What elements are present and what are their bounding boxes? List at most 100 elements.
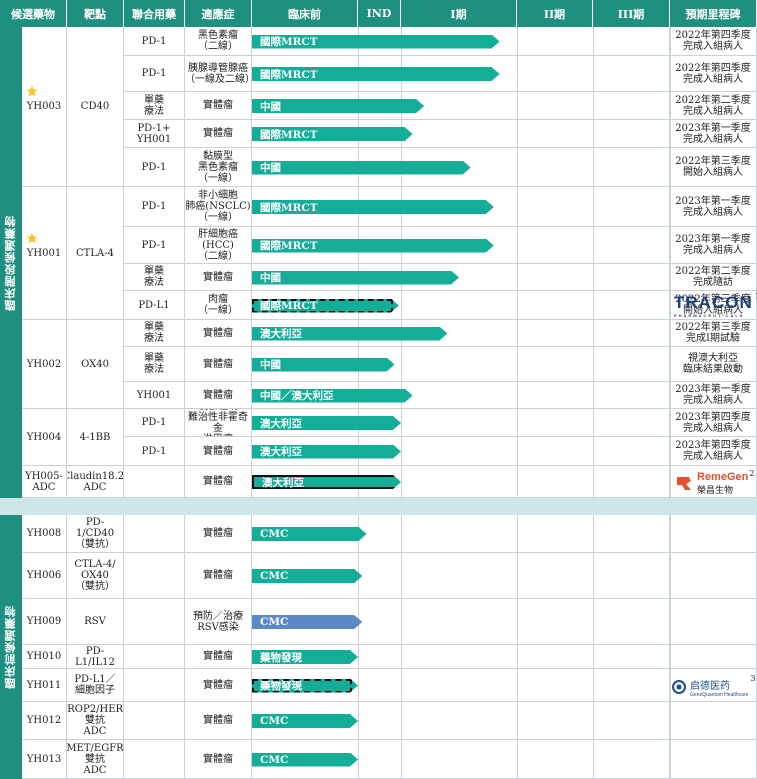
drug-name: YH004	[22, 409, 67, 466]
header-2: 聯合用藥	[124, 0, 185, 27]
partner-logo-genequantum: 启德医药 GeneQuantum Healthcare 3	[671, 674, 757, 700]
indication-cell: 實體瘤	[185, 515, 252, 553]
target-name: RSV	[67, 599, 124, 645]
combination-cell: 單藥 療法	[124, 347, 185, 382]
indication-cell: 實體瘤	[185, 466, 252, 498]
combination-cell	[124, 702, 185, 740]
stage-gridline	[593, 27, 594, 498]
milestone-cell	[670, 740, 757, 779]
section-label-clinical: 臨床階段候選藥物	[0, 27, 22, 498]
indication-cell: 實體瘤	[185, 264, 252, 291]
combination-cell	[124, 515, 185, 553]
milestone-cell: 2023年第一季度 完成入組病人	[670, 120, 757, 148]
combination-cell	[124, 669, 185, 702]
indication-cell: 黏膜型 黑色素瘤 （一線）	[185, 148, 252, 187]
stage-gridline	[670, 515, 671, 779]
stage-gridline	[358, 27, 359, 498]
target-name: PD-L1/IL12	[67, 645, 124, 669]
stage-cell	[252, 227, 670, 264]
drug-name: YH005- ADC	[22, 466, 67, 498]
drug-name: YH008	[22, 515, 67, 553]
stage-cell	[252, 515, 670, 553]
target-name: PD-1/CD40 （雙抗）	[67, 515, 124, 553]
stage-gridline	[593, 515, 594, 779]
combination-cell	[124, 645, 185, 669]
combination-cell: 單藥 療法	[124, 92, 185, 120]
stage-cell	[252, 409, 670, 437]
milestone-cell: 2022年第二季度 完成隨訪	[670, 264, 757, 291]
target-name: MET/EGFR 雙抗 ADC	[67, 740, 124, 779]
combination-cell: PD-1	[124, 187, 185, 227]
milestone-cell: 視澳大利亞 臨床結果啟動	[670, 347, 757, 382]
milestone-cell: 2023年第四季度 完成入組病人	[670, 437, 757, 466]
pipeline-bar: CMC	[252, 569, 362, 583]
combination-cell	[124, 599, 185, 645]
partner-name: RemeGen	[697, 470, 749, 483]
pipeline-bar: 國際MRCT	[252, 239, 494, 253]
pipeline-bar: 中國	[252, 271, 459, 285]
pipeline-bar: CMC	[252, 714, 358, 728]
genequantum-logo-icon	[672, 680, 686, 694]
header-7: II期	[517, 0, 593, 27]
pipeline-bar: 國際MRCT	[252, 67, 500, 81]
combination-cell: 單藥 療法	[124, 264, 185, 291]
pipeline-bar: CMC	[252, 753, 358, 767]
section-separator	[0, 498, 757, 515]
pipeline-bar: 國際MRCT	[252, 35, 500, 49]
combination-cell	[124, 740, 185, 779]
stage-cell	[252, 148, 670, 187]
target-name: PD-L1／ 細胞因子	[67, 669, 124, 702]
pipeline-bar: 澳大利亞	[252, 475, 401, 489]
indication-cell: 實體瘤	[185, 92, 252, 120]
partner-sub: GeneQuantum Healthcare	[690, 691, 749, 698]
indication-cell: 非小細胞 肺癌(NSCLC) （一線）	[185, 187, 252, 227]
pipeline-bar: 國際MRCT	[252, 127, 413, 141]
stage-gridline	[401, 515, 402, 779]
pipeline-bar: 澳大利亞	[252, 445, 401, 459]
stage-cell	[252, 382, 670, 409]
drug-name: YH002	[22, 320, 67, 409]
drug-name: YH013	[22, 740, 67, 779]
indication-cell: 黑色素瘤 （二線）	[185, 27, 252, 56]
partner-sub: PHARMACEUTICALS	[674, 312, 745, 318]
drug-name: YH006	[22, 553, 67, 599]
milestone-cell: 2023年第一季度 完成入組病人	[670, 227, 757, 264]
indication-cell: 預防／治療 RSV感染	[185, 599, 252, 645]
milestone-cell	[670, 645, 757, 669]
partner-name: 启德医药	[690, 680, 730, 692]
milestone-cell	[670, 599, 757, 645]
indication-cell: 實體瘤	[185, 645, 252, 669]
pipeline-bar: CMC	[252, 615, 362, 629]
pipeline-bar: 中國／澳大利亞	[252, 389, 413, 403]
combination-cell: PD-1	[124, 148, 185, 187]
header-5: IND	[358, 0, 401, 27]
stage-cell	[252, 120, 670, 148]
stage-gridline	[401, 27, 402, 498]
indication-cell: 肝細胞癌 (HCC) （二線）	[185, 227, 252, 264]
combination-cell: PD-1	[124, 437, 185, 466]
stage-cell	[252, 553, 670, 599]
milestone-cell: 2022年第三季度 開始入組病人	[670, 148, 757, 187]
combination-cell: 單藥 療法	[124, 320, 185, 347]
header-1: 靶點	[67, 0, 124, 27]
pipeline-bar: 澳大利亞	[252, 327, 447, 341]
pipeline-bar: 中國	[252, 99, 424, 113]
target-name: OX40	[67, 320, 124, 409]
combination-cell: PD-1	[124, 409, 185, 437]
stage-cell	[252, 669, 670, 702]
indication-cell: 實體瘤	[185, 382, 252, 409]
pipeline-bar: 澳大利亞	[252, 416, 401, 430]
stage-cell	[252, 645, 670, 669]
milestone-cell: 2022年第四季度 完成入組病人	[670, 27, 757, 56]
indication-cell: 肉瘤 （一線）	[185, 291, 252, 320]
indication-cell: 實體瘤	[185, 553, 252, 599]
section-label-preclinical: 臨床前候選藥物	[0, 515, 22, 779]
partner-sub: 榮昌生物	[697, 484, 734, 495]
milestone-cell	[670, 553, 757, 599]
partner-name: TRACON	[674, 292, 753, 312]
footnote-marker: 2	[749, 469, 755, 478]
header-6: I期	[401, 0, 517, 27]
star-icon	[26, 85, 38, 97]
